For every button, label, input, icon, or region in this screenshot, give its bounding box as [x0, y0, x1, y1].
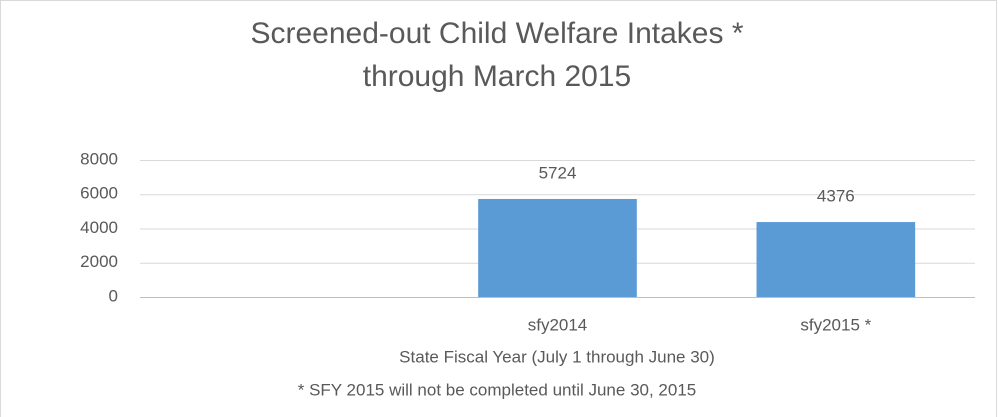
y-tick-label: 2000: [80, 252, 118, 271]
x-tick-label: sfy2014: [528, 315, 588, 334]
chart-title: Screened-out Child Welfare Intakes *: [250, 17, 743, 50]
bar: [756, 222, 916, 297]
data-label: 4376: [817, 187, 855, 206]
y-tick-label: 6000: [80, 184, 118, 203]
data-label: 5724: [539, 163, 577, 182]
y-tick-label: 0: [109, 286, 118, 305]
chart-title: through March 2015: [363, 60, 632, 93]
y-tick-label: 8000: [80, 149, 118, 168]
y-tick-label: 4000: [80, 218, 118, 237]
x-tick-label: sfy2015 *: [800, 315, 871, 334]
bar: [478, 198, 637, 297]
annotation: * SFY 2015 will not be completed until J…: [298, 380, 697, 399]
x-axis-label: State Fiscal Year (July 1 through June 3…: [399, 347, 715, 366]
